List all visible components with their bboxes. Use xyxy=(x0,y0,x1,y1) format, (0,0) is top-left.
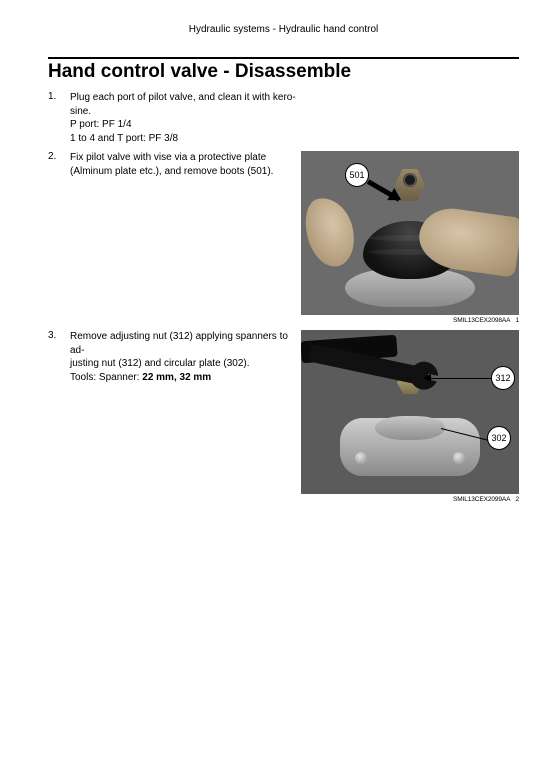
step-number: 2. xyxy=(48,151,70,162)
figure-number: 1 xyxy=(515,317,519,324)
step-2: 2. Fix pilot valve with vise via a prote… xyxy=(48,151,519,324)
callout-arrowhead xyxy=(423,374,431,382)
figure-code: SMIL13CEX2099AA xyxy=(453,496,510,503)
title-rule xyxy=(48,57,519,59)
nut-hole-shape xyxy=(403,173,417,187)
circular-plate-shape xyxy=(375,416,445,440)
figure-2: 312 302 SMIL13CEX2099AA 2 xyxy=(301,330,519,503)
callout-leader xyxy=(429,378,491,379)
hand-shape xyxy=(301,192,361,271)
page-title: Hand control valve - Disassemble xyxy=(48,61,519,83)
step-1: 1. Plug each port of pilot valve, and cl… xyxy=(48,91,519,145)
step-3: 3. Remove adjusting nut (312) applying s… xyxy=(48,330,519,503)
step-number: 3. xyxy=(48,330,70,341)
callout-312: 312 xyxy=(491,366,515,390)
figure-caption: SMIL13CEX2098AA 1 xyxy=(301,317,519,324)
bolt-shape xyxy=(355,452,367,464)
step-body: Plug each port of pilot valve, and clean… xyxy=(70,91,519,145)
figure-image: 312 302 xyxy=(301,330,519,494)
step-line: Tools: Spanner: 22 mm, 32 mm xyxy=(70,371,291,385)
page: Hydraulic systems - Hydraulic hand contr… xyxy=(0,0,559,533)
step-body: Fix pilot valve with vise via a protecti… xyxy=(70,151,519,324)
step-text: Plug each port of pilot valve, and clean… xyxy=(70,91,519,145)
step-line: Remove adjusting nut (312) applying span… xyxy=(70,330,291,371)
step-line: Fix pilot valve with vise via a protecti… xyxy=(70,151,291,178)
step-line: P port: PF 1/4 xyxy=(70,118,519,132)
figure-1: 501 SMIL13CEX2098AA 1 xyxy=(301,151,519,324)
figure-caption: SMIL13CEX2099AA 2 xyxy=(301,496,519,503)
step-text: Fix pilot valve with vise via a protecti… xyxy=(70,151,291,178)
figure-code: SMIL13CEX2098AA xyxy=(453,317,510,324)
step-number: 1. xyxy=(48,91,70,102)
step-body: Remove adjusting nut (312) applying span… xyxy=(70,330,519,503)
figure-number: 2 xyxy=(515,496,519,503)
bolt-shape xyxy=(453,452,465,464)
callout-arrow xyxy=(367,179,401,201)
callout-302: 302 xyxy=(487,426,511,450)
step-line: Plug each port of pilot valve, and clean… xyxy=(70,91,519,118)
breadcrumb: Hydraulic systems - Hydraulic hand contr… xyxy=(48,24,519,35)
step-text: Remove adjusting nut (312) applying span… xyxy=(70,330,291,384)
figure-image: 501 xyxy=(301,151,519,315)
step-line: 1 to 4 and T port: PF 3/8 xyxy=(70,132,519,146)
